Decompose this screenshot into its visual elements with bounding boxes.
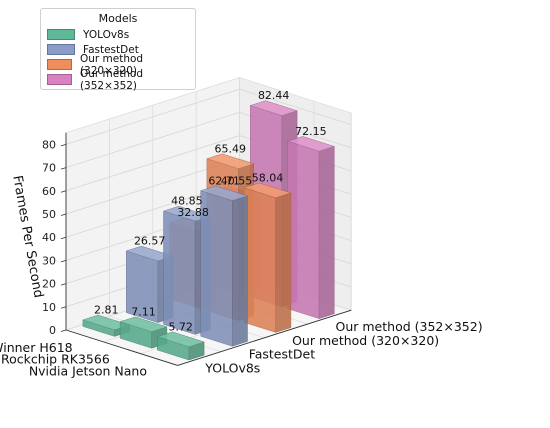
z-tick-mark [60, 190, 67, 193]
bar-side-face [232, 195, 248, 347]
bar-top-face [286, 136, 336, 152]
bar-value-label: 32.88 [177, 206, 209, 219]
model-label: Our method (352×352) [336, 319, 483, 334]
device-label: AllWinner H618 [0, 340, 73, 355]
z-tick-mark [60, 144, 67, 147]
bar-side-face [275, 192, 292, 333]
z-tick-label: 20 [42, 278, 56, 291]
legend-item-ours-352: Our method (352×352) [47, 68, 189, 92]
z-tick-mark [60, 306, 67, 309]
bar-value-label: 40.55 [221, 175, 253, 188]
z-axis-title: Frames Per Second [9, 174, 45, 299]
z-tick-mark [60, 236, 67, 240]
bar-value-label: 58.04 [252, 171, 284, 184]
bar-top-face [156, 331, 205, 348]
bar-value-label: 82.44 [258, 89, 290, 102]
legend-item-fastestdet: FastestDet [47, 42, 189, 57]
chart-bars [82, 100, 336, 361]
legend-swatch [47, 44, 75, 55]
z-tick-mark [60, 213, 67, 216]
z-tick-label: 70 [42, 162, 56, 175]
bar-value-label: 5.72 [168, 320, 193, 333]
legend-label: FastestDet [83, 43, 139, 56]
bar-top-face [199, 185, 249, 201]
bar-side-face [318, 146, 335, 319]
bar [156, 331, 205, 361]
z-tick-mark [60, 283, 67, 286]
bar-value-label: 26.57 [134, 235, 166, 248]
z-tick-label: 50 [42, 208, 56, 221]
device-label: Nvidia Jetson Nano [29, 364, 147, 379]
legend-item-ours-320: Our method (320×320) [47, 53, 189, 77]
bar [243, 182, 292, 333]
device-axis-line [65, 329, 178, 366]
legend-label: YOLOv8s [83, 28, 130, 41]
z-tick-mark [60, 260, 67, 263]
legend: Models YOLOv8s FastestDet Our method (32… [40, 8, 196, 92]
model-axis-line [177, 309, 352, 366]
legend-label: Our method (320×320) [79, 52, 144, 77]
bar-top-face [119, 316, 168, 332]
z-tick-label: 40 [42, 231, 56, 244]
legend-title: Models [98, 12, 138, 25]
bar-top-face [206, 153, 255, 169]
legend-swatch [47, 29, 75, 40]
bar-value-label: 7.11 [131, 305, 156, 318]
bar-top-face [249, 100, 298, 116]
bar-value-label: 62.71 [208, 174, 240, 187]
legend-swatch [47, 74, 72, 85]
z-tick-label: 30 [42, 254, 56, 267]
bar [119, 316, 168, 349]
model-label: YOLOv8s [204, 361, 260, 376]
z-tick-mark [60, 167, 67, 170]
bar-top-face [243, 182, 292, 199]
bar-front-face [243, 187, 276, 333]
model-label: Our method (320×320) [292, 333, 439, 348]
device-label: Rockchip RK3566 [1, 352, 110, 367]
z-tick-label: 0 [49, 324, 56, 337]
z-tick-label: 80 [42, 138, 56, 151]
bar-front-face [287, 140, 320, 319]
bar [199, 185, 249, 347]
bar-value-label: 48.85 [171, 195, 203, 208]
z-tick-label: 10 [42, 301, 56, 314]
model-label: FastestDet [249, 347, 316, 362]
bar-value-label: 65.49 [215, 142, 247, 155]
legend-label: Our method (352×352) [79, 67, 144, 92]
bar-front-face [163, 210, 196, 335]
legend-item-yolov8s: YOLOv8s [47, 27, 189, 42]
bar [286, 136, 336, 319]
legend-swatch [47, 59, 72, 70]
bar-value-label: 2.81 [94, 303, 119, 316]
z-tick-mark [60, 329, 67, 332]
z-tick-label: 60 [42, 185, 56, 198]
bar-value-label: 72.15 [295, 125, 327, 138]
